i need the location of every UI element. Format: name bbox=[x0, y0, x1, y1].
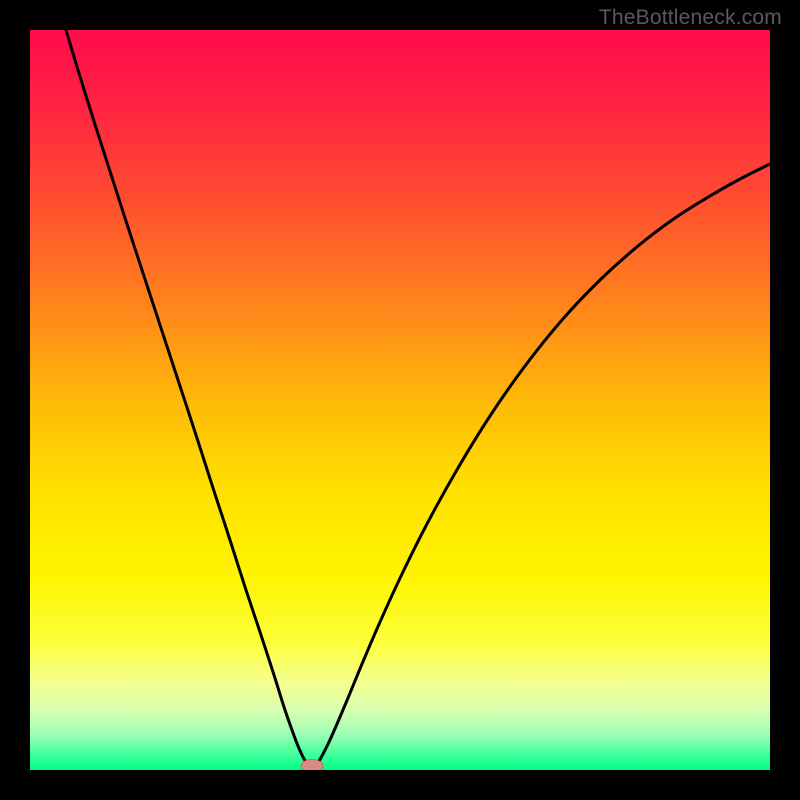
minimum-marker bbox=[301, 760, 323, 771]
plot-area bbox=[30, 30, 770, 770]
watermark-text: TheBottleneck.com bbox=[599, 6, 782, 30]
curve-left-branch bbox=[66, 30, 309, 765]
chart-curves bbox=[30, 30, 770, 770]
curve-right-branch bbox=[316, 164, 770, 765]
